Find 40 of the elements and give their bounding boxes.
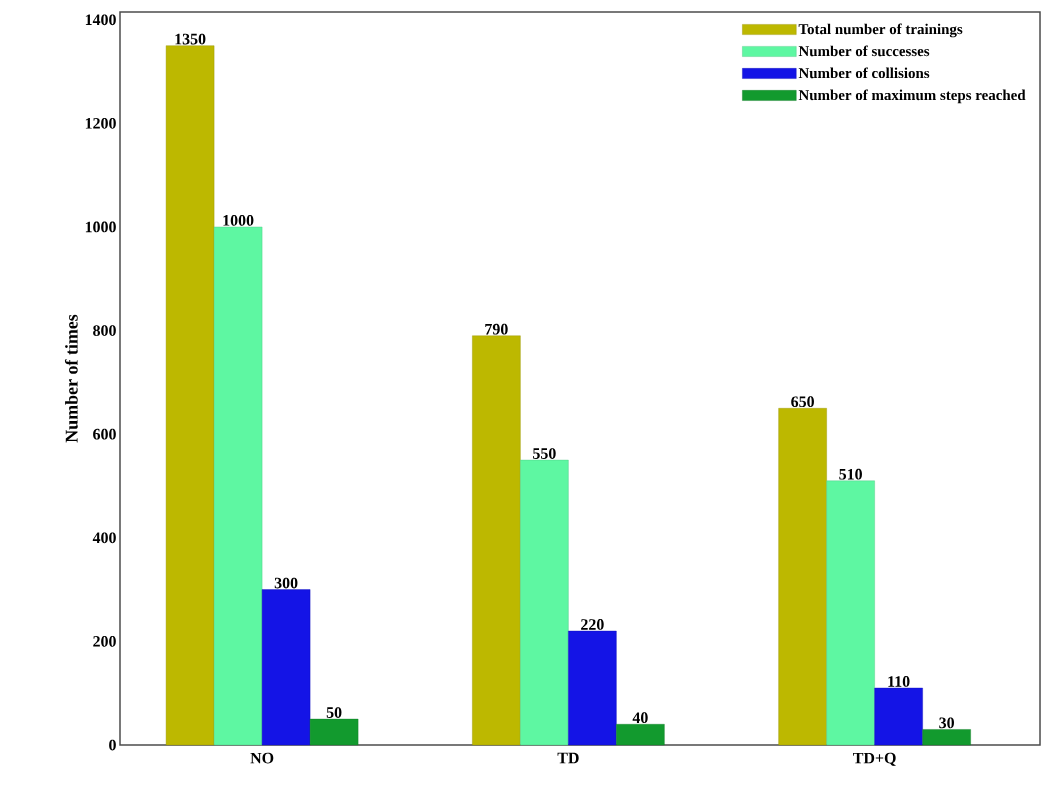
bar (922, 729, 971, 746)
y-tick-label: 200 (93, 636, 116, 647)
bar (261, 589, 311, 746)
data-label: 1000 (223, 215, 254, 226)
y-tick-label: 1000 (85, 221, 116, 233)
y-tick-label: 800 (93, 325, 116, 336)
data-label: 300 (274, 577, 298, 589)
y-tick-label: 1200 (85, 117, 116, 129)
data-label: 110 (888, 676, 910, 687)
data-label: 510 (839, 468, 862, 480)
data-label: 550 (533, 448, 556, 459)
data-label: 1350 (175, 33, 206, 45)
data-label: 50 (326, 707, 342, 718)
bar (472, 335, 521, 746)
bar (309, 718, 359, 746)
bar (520, 459, 569, 746)
data-label: 650 (791, 396, 814, 408)
bar (826, 480, 875, 746)
x-tick-label: TD+Q (853, 752, 896, 766)
y-tick-label: 600 (93, 428, 116, 440)
x-tick-label: NO (250, 752, 274, 764)
bar (778, 408, 827, 746)
y-axis-title: Number of times (64, 314, 78, 443)
bar (165, 45, 215, 746)
legend-label: Total number of trainings (798, 23, 963, 38)
legend-label: Number of successes (798, 45, 930, 57)
bar (213, 226, 263, 746)
y-tick-label: 400 (92, 532, 116, 544)
legend-label: Number of collisions (798, 67, 930, 79)
y-tick-label: 1400 (85, 14, 116, 26)
data-label: 40 (632, 712, 648, 724)
data-label: 220 (581, 619, 604, 630)
bar (874, 687, 923, 746)
y-tick-label: 0 (109, 739, 116, 751)
legend-label: Number of maximum steps reached (798, 89, 1026, 104)
data-label: 790 (485, 323, 508, 335)
bar (568, 630, 617, 746)
bar (616, 724, 665, 746)
data-label: 30 (939, 717, 954, 729)
x-tick-label: TD (557, 752, 579, 764)
